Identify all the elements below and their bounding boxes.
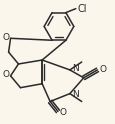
Text: N: N [71,64,78,73]
Text: O: O [99,65,106,74]
Text: O: O [3,70,10,79]
Text: O: O [59,108,66,117]
Text: Cl: Cl [77,4,86,14]
Text: N: N [71,90,78,99]
Text: O: O [3,33,10,42]
